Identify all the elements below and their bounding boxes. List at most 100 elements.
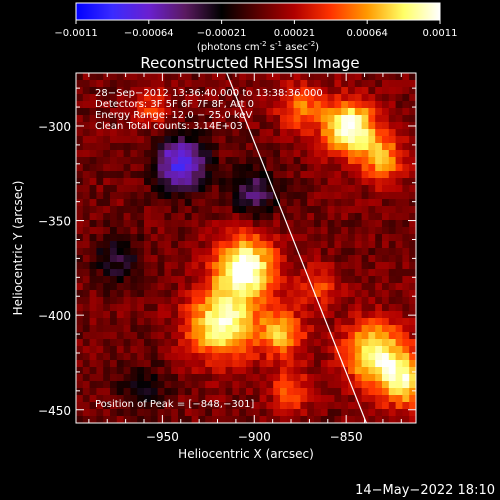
heatmap-cell [266, 374, 274, 382]
heatmap-cell [341, 255, 349, 263]
heatmap-cell [266, 304, 274, 312]
heatmap-cell [144, 374, 152, 382]
heatmap-cell [82, 87, 91, 95]
heatmap-cell [320, 276, 329, 284]
heatmap-cell [307, 108, 315, 116]
heatmap-cell [246, 402, 254, 410]
heatmap-cell [395, 409, 403, 417]
heatmap-cell [314, 94, 322, 102]
heatmap-cell [368, 360, 376, 368]
heatmap-cell [361, 192, 369, 200]
heatmap-cell [191, 388, 199, 396]
heatmap-cell [239, 325, 247, 333]
heatmap-cell [205, 73, 213, 81]
heatmap-cell [402, 185, 410, 193]
heatmap-cell [280, 248, 288, 256]
heatmap-cell [259, 213, 267, 221]
heatmap-cell [280, 115, 288, 123]
heatmap-cell [334, 388, 342, 396]
heatmap-cell [96, 171, 104, 179]
heatmap-cell [259, 269, 267, 277]
heatmap-cell [144, 255, 152, 263]
heatmap-cell [218, 332, 227, 340]
heatmap-cell [123, 234, 131, 242]
heatmap-cell [82, 339, 91, 347]
heatmap-cell [334, 290, 342, 298]
heatmap-cell [314, 367, 322, 375]
heatmap-cell [212, 360, 220, 368]
heatmap-cell [198, 388, 206, 396]
heatmap-cell [164, 178, 172, 186]
heatmap-cell [293, 381, 301, 389]
heatmap-cell [375, 73, 383, 81]
heatmap-cell [239, 199, 247, 207]
heatmap-cell [354, 234, 363, 242]
heatmap-cell [191, 220, 199, 228]
heatmap-cell [368, 262, 376, 270]
heatmap-cell [368, 283, 376, 291]
heatmap-cell [239, 255, 247, 263]
heatmap-cell [110, 143, 118, 151]
heatmap-cell [116, 115, 125, 123]
heatmap-cell [334, 332, 342, 340]
heatmap-cell [273, 164, 281, 172]
heatmap-cell [130, 115, 138, 123]
heatmap-cell [341, 290, 349, 298]
heatmap-cell [123, 297, 131, 305]
heatmap-cell [96, 227, 104, 235]
heatmap-cell [164, 192, 172, 200]
heatmap-cell [157, 143, 165, 151]
heatmap-cell [348, 255, 356, 263]
heatmap-cell [239, 241, 247, 249]
heatmap-cell [341, 185, 349, 193]
heatmap-cell [402, 409, 410, 417]
heatmap-cell [293, 136, 301, 144]
heatmap-cell [76, 374, 84, 382]
heatmap-cell [96, 402, 104, 410]
heatmap-cell [375, 199, 383, 207]
heatmap-cell [341, 395, 349, 403]
heatmap-cell [354, 325, 363, 333]
heatmap-cell [361, 108, 369, 116]
heatmap-cell [259, 339, 267, 347]
heatmap-cell [212, 185, 220, 193]
heatmap-cell [82, 101, 91, 109]
heatmap-cell [137, 234, 145, 242]
heatmap-cell [96, 101, 104, 109]
heatmap-cell [184, 255, 193, 263]
heatmap-cell [116, 409, 125, 417]
heatmap-cell [76, 94, 84, 102]
heatmap-cell [76, 290, 84, 298]
heatmap-cell [239, 353, 247, 361]
heatmap-cell [171, 171, 179, 179]
heatmap-cell [341, 304, 349, 312]
heatmap-cell [82, 409, 91, 417]
axis-ticks: −950 −900 −850−300−350−400−450 [38, 73, 416, 444]
heatmap-cell [388, 171, 397, 179]
heatmap-cell [341, 108, 349, 116]
heatmap-cell [171, 402, 179, 410]
heatmap-cell [286, 73, 295, 81]
heatmap-cell [157, 73, 165, 81]
heatmap-cell [300, 108, 308, 116]
heatmap-cell [280, 297, 288, 305]
heatmap-cell [266, 318, 274, 326]
heatmap-cell [395, 129, 403, 137]
heatmap-cell [116, 227, 125, 235]
heatmap-cell [354, 192, 363, 200]
heatmap-cell [361, 332, 369, 340]
heatmap-cell [382, 157, 390, 165]
heatmap-cell [293, 255, 301, 263]
heatmap-cell [341, 220, 349, 228]
heatmap-cell [184, 353, 193, 361]
heatmap-cell [130, 346, 138, 354]
heatmap-cell [144, 325, 152, 333]
heatmap-cell [205, 220, 213, 228]
heatmap-cell [348, 87, 356, 95]
heatmap-cell [348, 199, 356, 207]
heatmap-cell [354, 241, 363, 249]
heatmap-cell [191, 199, 199, 207]
heatmap-cell [212, 332, 220, 340]
heatmap-cell [327, 318, 335, 326]
heatmap-cell [286, 325, 295, 333]
